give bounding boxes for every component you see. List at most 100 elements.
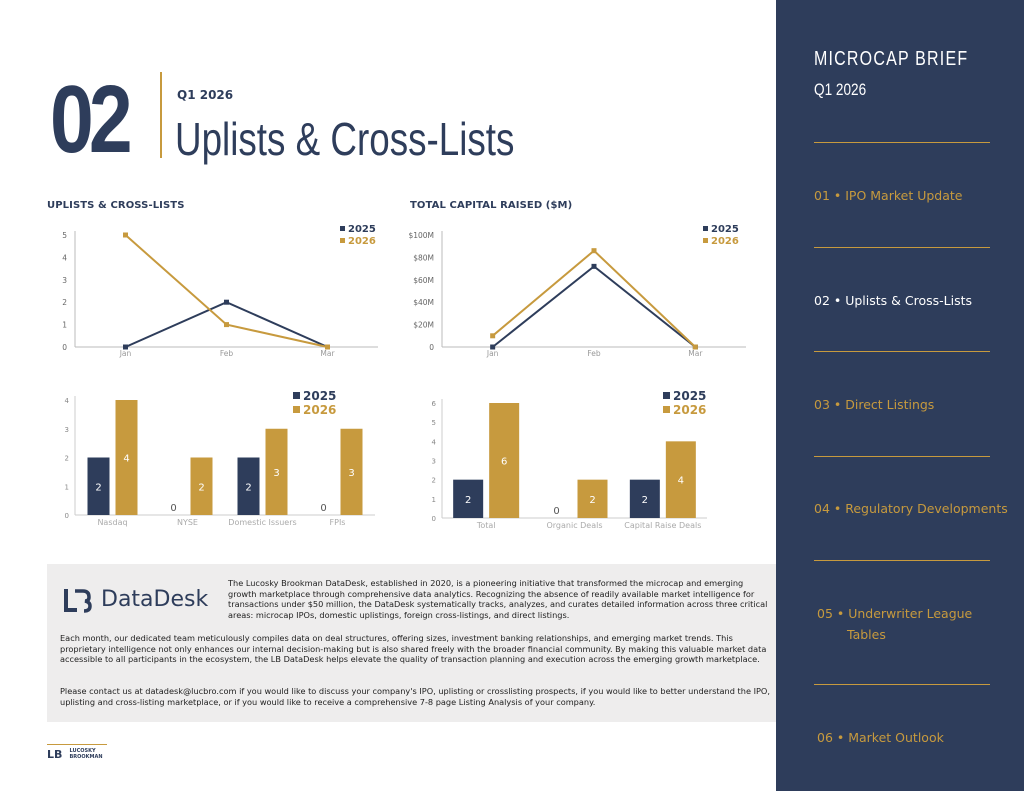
legend-marker bbox=[663, 392, 670, 399]
data-point bbox=[325, 344, 330, 350]
data-label: 2 bbox=[198, 482, 204, 493]
sidebar-subtitle: Q1 2026 bbox=[814, 80, 867, 99]
y-tick-label: 0 bbox=[429, 343, 434, 352]
legend-label: 2025 bbox=[673, 389, 706, 403]
sidebar-item-market-outlook[interactable]: 06 • Market Outlook bbox=[817, 730, 944, 745]
y-tick-label: 5 bbox=[432, 419, 436, 427]
y-tick-label: 2 bbox=[432, 477, 436, 485]
series-line-2025 bbox=[492, 265, 696, 348]
y-tick-label: 0 bbox=[432, 515, 436, 523]
data-label: 3 bbox=[273, 468, 279, 479]
datadesk-logo: DataDesk bbox=[63, 586, 223, 614]
legend-marker bbox=[663, 406, 670, 413]
x-tick-label: Mar bbox=[688, 349, 703, 358]
sidebar-item-regulatory-developments[interactable]: 04 • Regulatory Developments bbox=[814, 501, 1008, 516]
y-tick-label: 0 bbox=[65, 512, 69, 520]
bar-2026 bbox=[265, 428, 288, 515]
x-tick-label: Nasdaq bbox=[97, 518, 127, 527]
legend-label: 2026 bbox=[711, 236, 739, 247]
sidebar-item-label-cont: Tables bbox=[847, 627, 886, 642]
sidebar-divider bbox=[814, 142, 990, 143]
y-tick-label: $40M bbox=[413, 298, 434, 307]
x-tick-label: Organic Deals bbox=[546, 521, 602, 530]
sidebar-divider bbox=[814, 456, 990, 457]
chart-title-capital: TOTAL CAPITAL RAISED ($M) bbox=[410, 200, 573, 211]
legend-label: 2025 bbox=[348, 224, 376, 235]
bar-2026 bbox=[665, 441, 696, 518]
legend-label: 2026 bbox=[673, 403, 706, 417]
bar-2026 bbox=[340, 428, 363, 515]
data-label: 2 bbox=[589, 495, 595, 506]
datadesk-logo-icon bbox=[64, 589, 92, 613]
y-tick-label: 0 bbox=[62, 343, 67, 352]
legend-label: 2025 bbox=[711, 224, 739, 235]
sidebar-item-direct-listings[interactable]: 03 • Direct Listings bbox=[814, 397, 935, 412]
footer-logo-mark: LB bbox=[47, 748, 63, 761]
x-tick-label: Jan bbox=[119, 349, 132, 358]
data-point bbox=[490, 333, 496, 339]
title-divider bbox=[160, 72, 162, 158]
datadesk-logo-text: DataDesk bbox=[101, 587, 209, 612]
x-tick-label: FPIs bbox=[330, 518, 346, 527]
bar-2025 bbox=[629, 479, 660, 518]
data-label: 2 bbox=[642, 495, 648, 506]
footer-logo-line1: LUCOSKY bbox=[69, 748, 96, 754]
footer-divider bbox=[47, 744, 107, 745]
datadesk-paragraph: Each month, our dedicated team meticulou… bbox=[60, 633, 767, 664]
data-point bbox=[224, 322, 229, 328]
y-tick-label: 4 bbox=[62, 253, 67, 262]
data-label: 0 bbox=[320, 503, 326, 514]
sidebar-item-uplists-cross-lists[interactable]: 02 • Uplists & Cross-Lists bbox=[814, 293, 973, 308]
sidebar-item-ipo-market-update[interactable]: 01 • IPO Market Update bbox=[814, 188, 963, 203]
sidebar: MICROCAP BRIEF Q1 2026 01 • IPO Market U… bbox=[776, 0, 1024, 791]
chart-title-uplists: UPLISTS & CROSS-LISTS bbox=[47, 200, 185, 211]
sidebar-item-underwriter-league-tables[interactable]: 05 • Underwriter League Tables bbox=[817, 606, 972, 642]
data-label: 2 bbox=[465, 495, 471, 506]
data-label: 4 bbox=[678, 476, 684, 487]
data-label: 2 bbox=[95, 482, 101, 493]
legend-marker bbox=[340, 238, 345, 243]
footer-logo-line2: BROOKMAN bbox=[69, 753, 103, 760]
x-tick-label: Domestic Issuers bbox=[228, 518, 296, 527]
y-tick-label: 4 bbox=[65, 397, 70, 405]
bar-2026 bbox=[577, 479, 608, 518]
page-title: Uplists & Cross-Lists bbox=[175, 113, 515, 165]
series-line-2026 bbox=[124, 234, 328, 348]
data-point bbox=[123, 344, 128, 350]
y-tick-label: 2 bbox=[65, 455, 69, 463]
y-tick-label: 1 bbox=[62, 321, 67, 330]
y-tick-label: $20M bbox=[413, 321, 434, 330]
legend-marker bbox=[340, 226, 345, 231]
data-label: 4 bbox=[123, 454, 129, 465]
bar-2025 bbox=[237, 457, 260, 515]
y-tick-label: $100M bbox=[408, 231, 434, 240]
x-tick-label: Feb bbox=[220, 349, 234, 358]
data-point bbox=[591, 248, 597, 254]
x-tick-label: Capital Raise Deals bbox=[624, 521, 701, 530]
data-point bbox=[490, 344, 496, 350]
section-number: 02 bbox=[50, 66, 133, 173]
legend-label: 2025 bbox=[303, 389, 336, 403]
y-tick-label: 3 bbox=[432, 458, 436, 466]
y-tick-label: 1 bbox=[432, 496, 436, 504]
deal-type-bar-chart: 0 1 2 3 4 5 6 Total 2 6 Organic Deals 0 2 Capital Rai… bbox=[432, 389, 707, 530]
x-tick-label: Feb bbox=[587, 349, 601, 358]
y-tick-label: $80M bbox=[413, 253, 434, 262]
datadesk-contact-paragraph: Please contact us at datadesk@lucbro.com… bbox=[60, 686, 770, 707]
legend-label: 2026 bbox=[303, 403, 336, 417]
data-label: 6 bbox=[501, 457, 507, 468]
y-tick-label: 3 bbox=[65, 426, 69, 434]
data-point bbox=[123, 232, 128, 238]
x-tick-label: NYSE bbox=[177, 518, 198, 527]
bar-2026 bbox=[115, 400, 138, 515]
y-tick-label: 3 bbox=[62, 276, 67, 285]
legend-marker bbox=[293, 406, 300, 413]
bar-2025 bbox=[453, 479, 484, 518]
data-point bbox=[692, 344, 698, 350]
bar-2026 bbox=[190, 457, 213, 515]
datadesk-intro: The Lucosky Brookman DataDesk, establish… bbox=[228, 578, 768, 620]
sidebar-item-label: 05 • Underwriter League bbox=[817, 606, 973, 621]
y-tick-label: $60M bbox=[413, 276, 434, 285]
